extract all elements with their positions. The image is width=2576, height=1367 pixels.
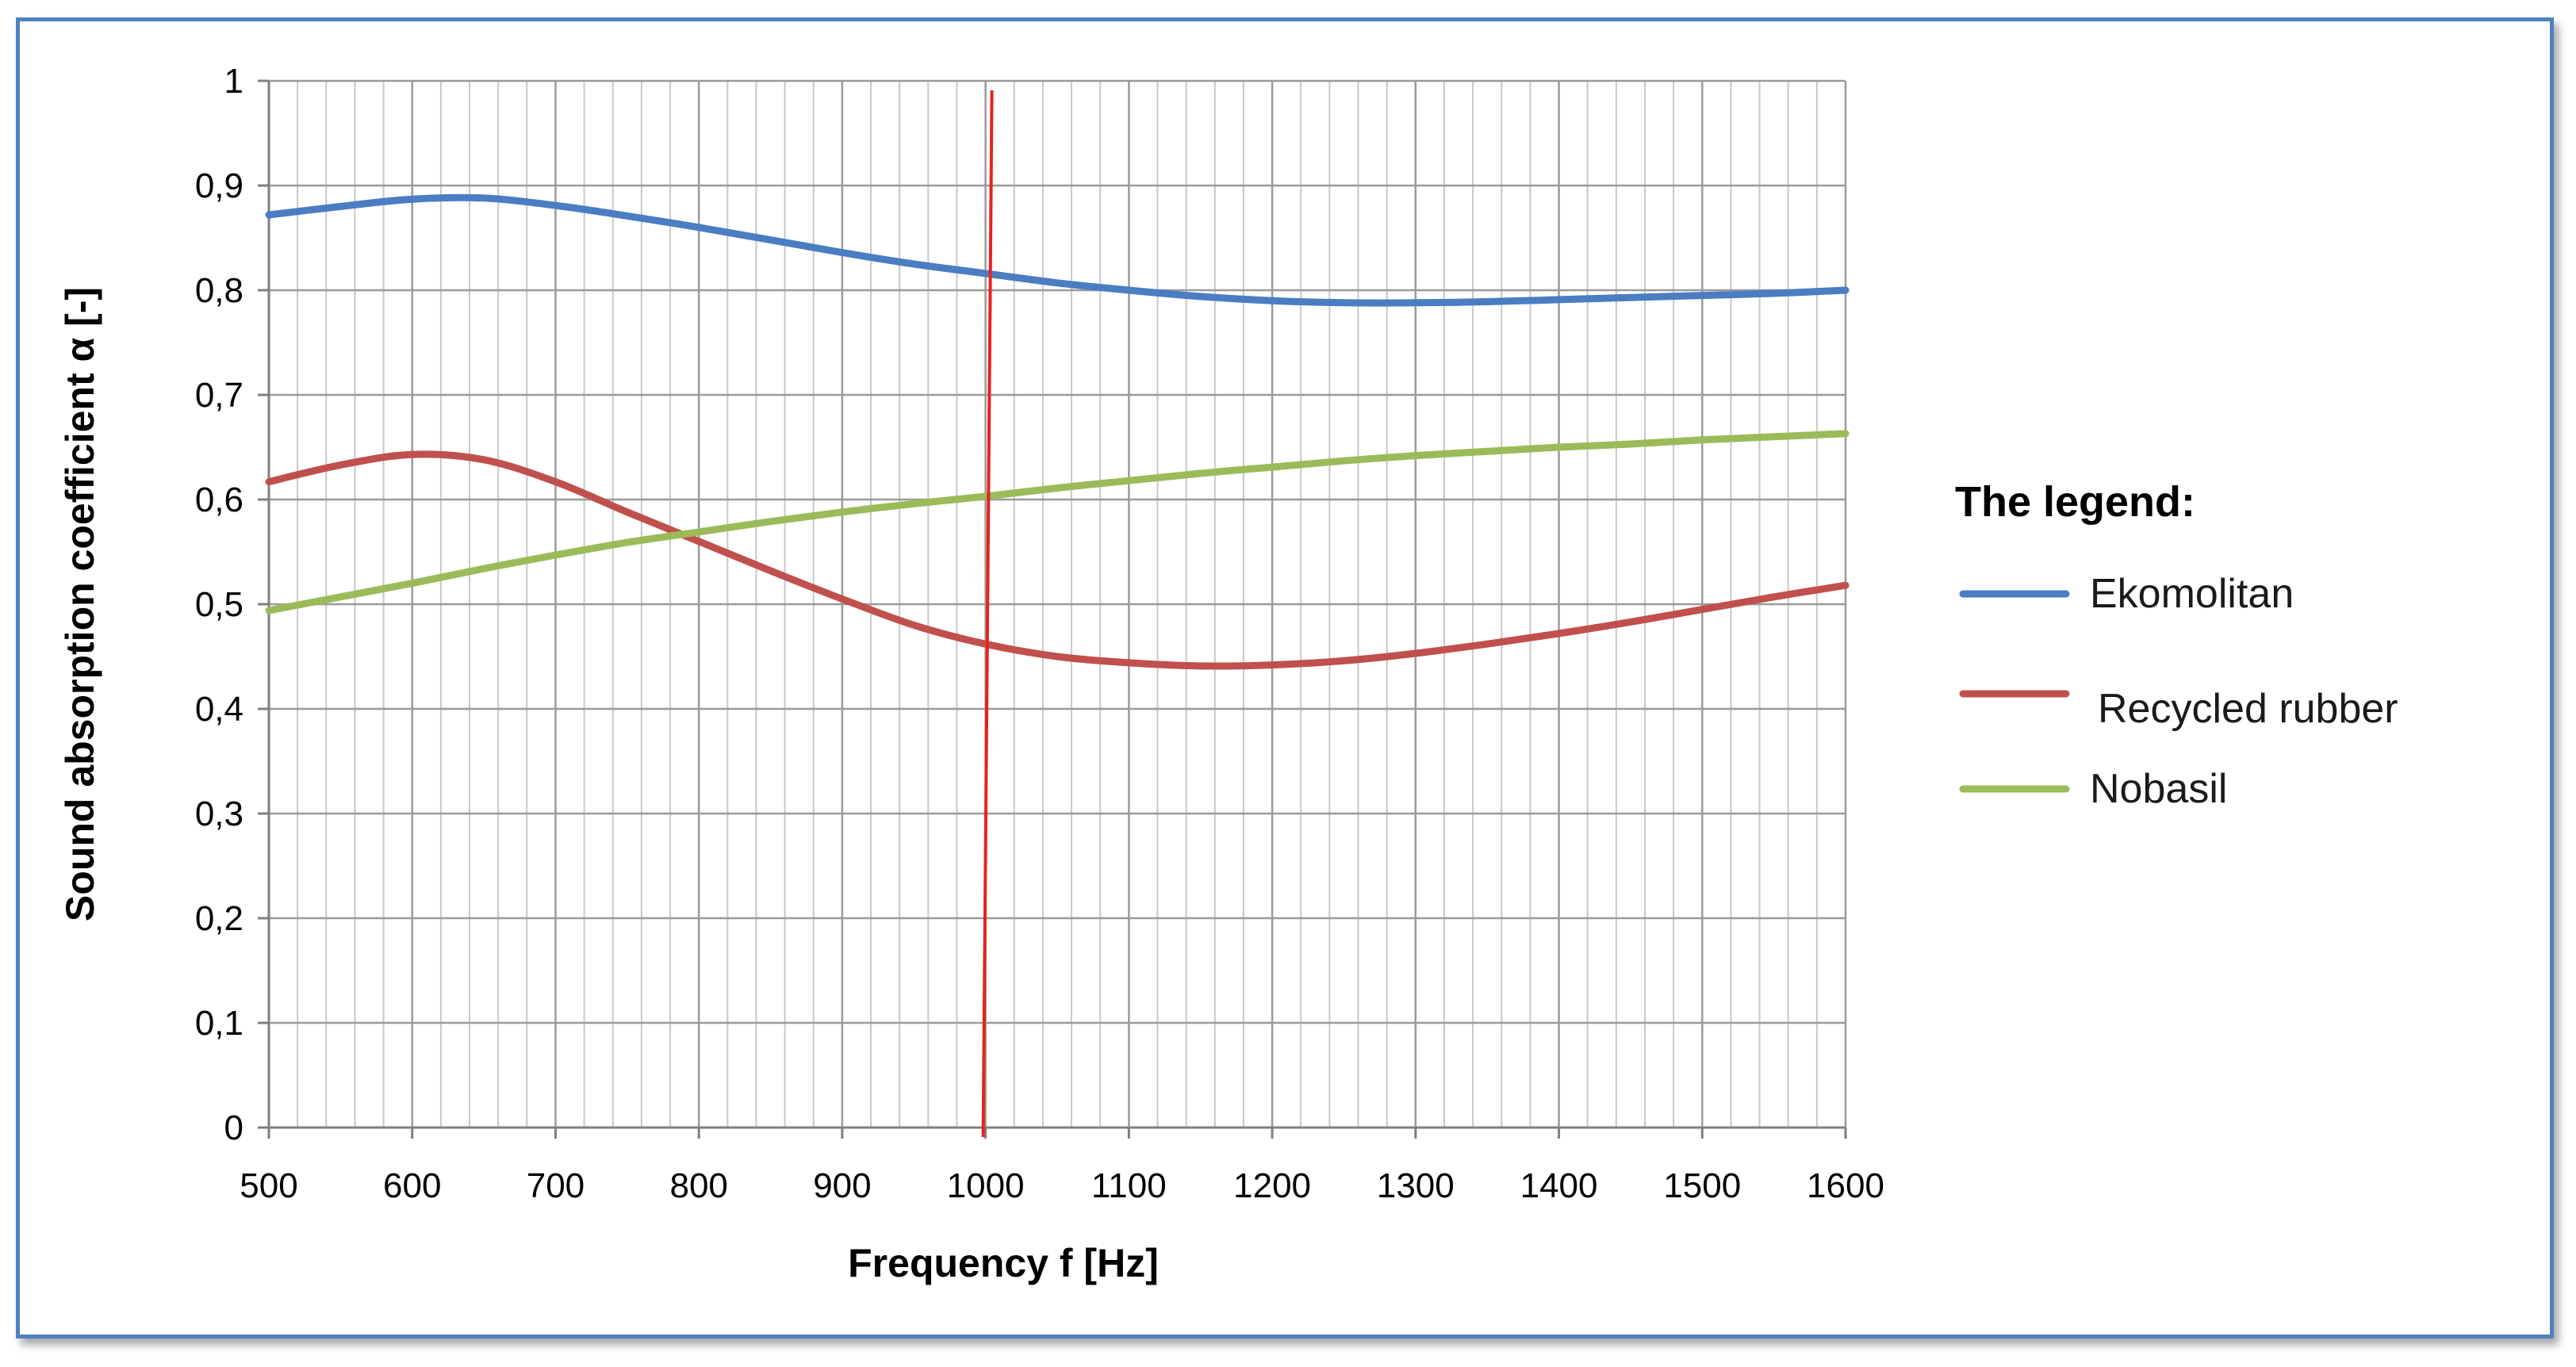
legend-label: Nobasil <box>2090 766 2227 812</box>
series-line-ekomolitan <box>265 193 1850 307</box>
y-tick-label: 0,6 <box>195 481 243 519</box>
series-line-recycled-rubber <box>265 450 1850 670</box>
chart-frame: 0 0,1 0,2 0,3 0,4 0,5 0,6 0,7 0,8 0,9 1 500 600 700 8… <box>16 17 2554 1338</box>
y-tick-label: 1 <box>224 62 243 101</box>
x-axis-title: Frequency f [Hz] <box>848 1241 1159 1285</box>
legend: The legend: Ekomolitan Recycled rubber Nob… <box>1955 478 2398 812</box>
reference-line <box>981 90 994 1138</box>
x-tick-label: 1400 <box>1520 1166 1598 1205</box>
x-tick-label: 1500 <box>1663 1166 1741 1205</box>
chart-svg: 0 0,1 0,2 0,3 0,4 0,5 0,6 0,7 0,8 0,9 1 500 600 700 8… <box>58 62 2398 1285</box>
y-tick-label: 0,7 <box>195 376 243 415</box>
x-tick-label: 500 <box>240 1166 297 1205</box>
x-tick-label: 1600 <box>1807 1166 1884 1205</box>
y-tick-label: 0,3 <box>195 795 243 833</box>
y-tick-label: 0,9 <box>195 167 243 205</box>
x-tick-label: 1300 <box>1377 1166 1455 1205</box>
x-tick-labels: 500 600 700 800 900 1000 1100 1200 1300 1400 1500 1… <box>240 1166 1884 1205</box>
legend-entries: Ekomolitan Recycled rubber Nobasil <box>1959 571 2398 812</box>
y-tick-label: 0,2 <box>195 899 243 938</box>
x-tick-label: 1100 <box>1091 1166 1167 1205</box>
legend-label: Recycled rubber <box>2098 686 2398 732</box>
x-tick-label: 800 <box>669 1166 727 1205</box>
y-tick-label: 0 <box>224 1109 243 1147</box>
legend-title: The legend: <box>1955 478 2195 526</box>
y-tick-label: 0,1 <box>195 1004 243 1043</box>
x-tick-label: 600 <box>383 1166 441 1205</box>
y-tick-label: 0,4 <box>195 690 243 729</box>
x-tick-label: 1200 <box>1233 1166 1311 1205</box>
annotation-lines <box>981 90 994 1138</box>
series-line-nobasil <box>265 430 1850 615</box>
y-tick-label: 0,8 <box>195 271 243 310</box>
y-axis-title: Sound absorption coefficient α [-] <box>58 287 102 921</box>
axes <box>258 79 1847 1139</box>
y-tick-label: 0,5 <box>195 585 243 624</box>
x-tick-label: 700 <box>527 1166 585 1205</box>
y-tick-labels: 0 0,1 0,2 0,3 0,4 0,5 0,6 0,7 0,8 0,9 1 <box>195 62 243 1147</box>
x-tick-label: 900 <box>813 1166 871 1205</box>
series-lines <box>265 193 1850 670</box>
legend-label: Ekomolitan <box>2090 571 2294 617</box>
x-tick-label: 1000 <box>947 1166 1025 1205</box>
